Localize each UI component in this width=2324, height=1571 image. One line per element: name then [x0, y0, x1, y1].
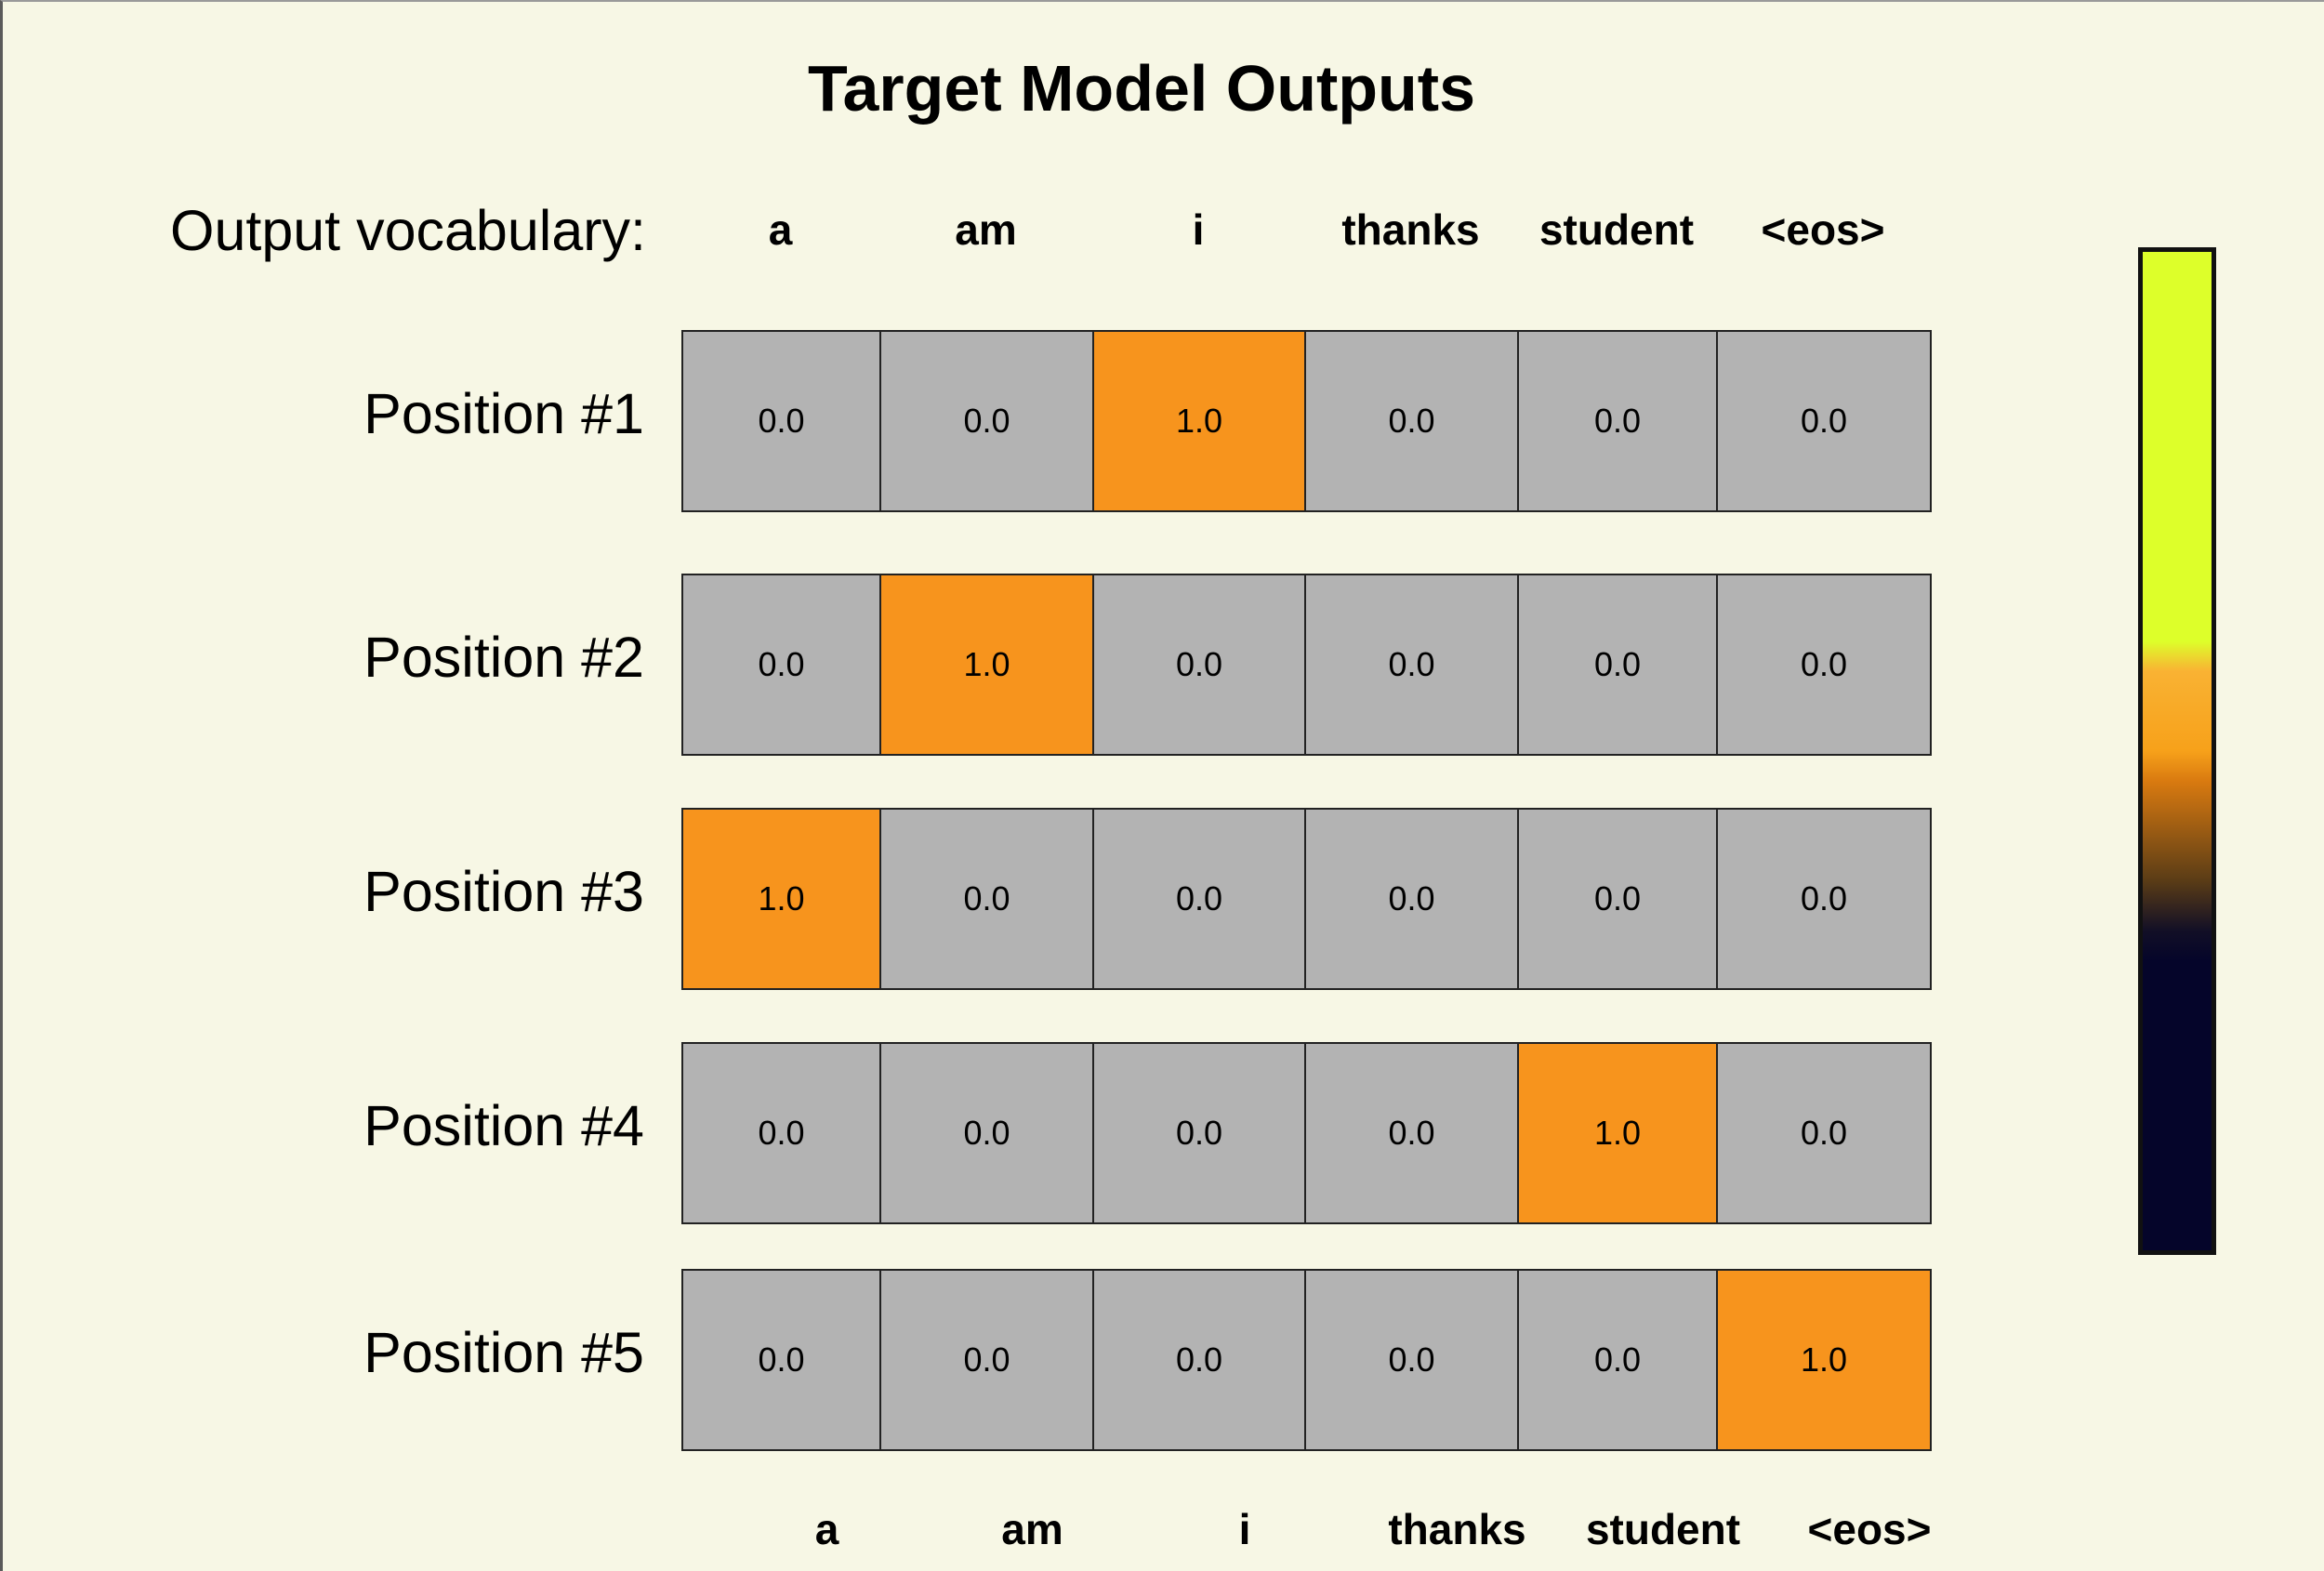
figure-title: Target Model Outputs [807, 52, 1476, 125]
position-label: Position #5 [363, 1321, 644, 1384]
probability-cell: 0.0 [1517, 574, 1718, 756]
probability-cell: 1.0 [1092, 330, 1306, 512]
probability-cell: 0.0 [681, 1269, 881, 1451]
probability-cell: 0.0 [879, 808, 1094, 990]
probability-cell: 0.0 [1716, 330, 1932, 512]
vocab-top-label: a [768, 205, 793, 254]
probability-cell: 1.0 [1716, 1269, 1932, 1451]
vocab-top-label: student [1538, 205, 1695, 254]
vocab-top-label: i [1192, 205, 1205, 254]
vocab-top-label: am [955, 205, 1017, 254]
vocab-bottom-label: thanks [1388, 1505, 1526, 1553]
vocab-bottom-label: a [814, 1505, 839, 1553]
probability-cell: 0.0 [879, 1269, 1094, 1451]
vocabulary-label: Output vocabulary: [170, 199, 647, 262]
vocab-bottom-label: student [1585, 1505, 1741, 1553]
probability-cell: 0.0 [1092, 808, 1306, 990]
colorbar [2138, 247, 2216, 1255]
probability-cell: 0.0 [1304, 808, 1519, 990]
probability-cell: 1.0 [681, 808, 881, 990]
probability-cell: 0.0 [1304, 1269, 1519, 1451]
probability-cell: 0.0 [1517, 1269, 1718, 1451]
probability-cell: 0.0 [879, 330, 1094, 512]
vocab-top-label: <eos> [1761, 205, 1885, 254]
position-label: Position #4 [363, 1094, 644, 1157]
probability-cell: 1.0 [879, 574, 1094, 756]
probability-cell: 0.0 [1304, 1042, 1519, 1224]
probability-cell: 0.0 [1517, 808, 1718, 990]
vocab-bottom-label: am [1001, 1505, 1063, 1553]
probability-cell: 1.0 [1517, 1042, 1718, 1224]
probability-cell: 0.0 [1304, 330, 1519, 512]
position-label: Position #1 [363, 382, 644, 445]
position-label: Position #2 [363, 626, 644, 689]
vocab-top-label: thanks [1341, 205, 1480, 254]
probability-cell: 0.0 [681, 574, 881, 756]
probability-cell: 0.0 [1517, 330, 1718, 512]
probability-cell: 0.0 [1716, 808, 1932, 990]
probability-cell: 0.0 [1092, 1042, 1306, 1224]
probability-cell: 0.0 [1092, 1269, 1306, 1451]
probability-cell: 0.0 [1304, 574, 1519, 756]
vocab-bottom-label: i [1238, 1505, 1251, 1553]
probability-cell: 0.0 [879, 1042, 1094, 1224]
probability-cell: 0.0 [681, 1042, 881, 1224]
probability-cell: 0.0 [1716, 574, 1932, 756]
position-label: Position #3 [363, 860, 644, 923]
probability-cell: 0.0 [1716, 1042, 1932, 1224]
vocab-bottom-label: <eos> [1807, 1505, 1932, 1553]
probability-cell: 0.0 [1092, 574, 1306, 756]
probability-cell: 0.0 [681, 330, 881, 512]
